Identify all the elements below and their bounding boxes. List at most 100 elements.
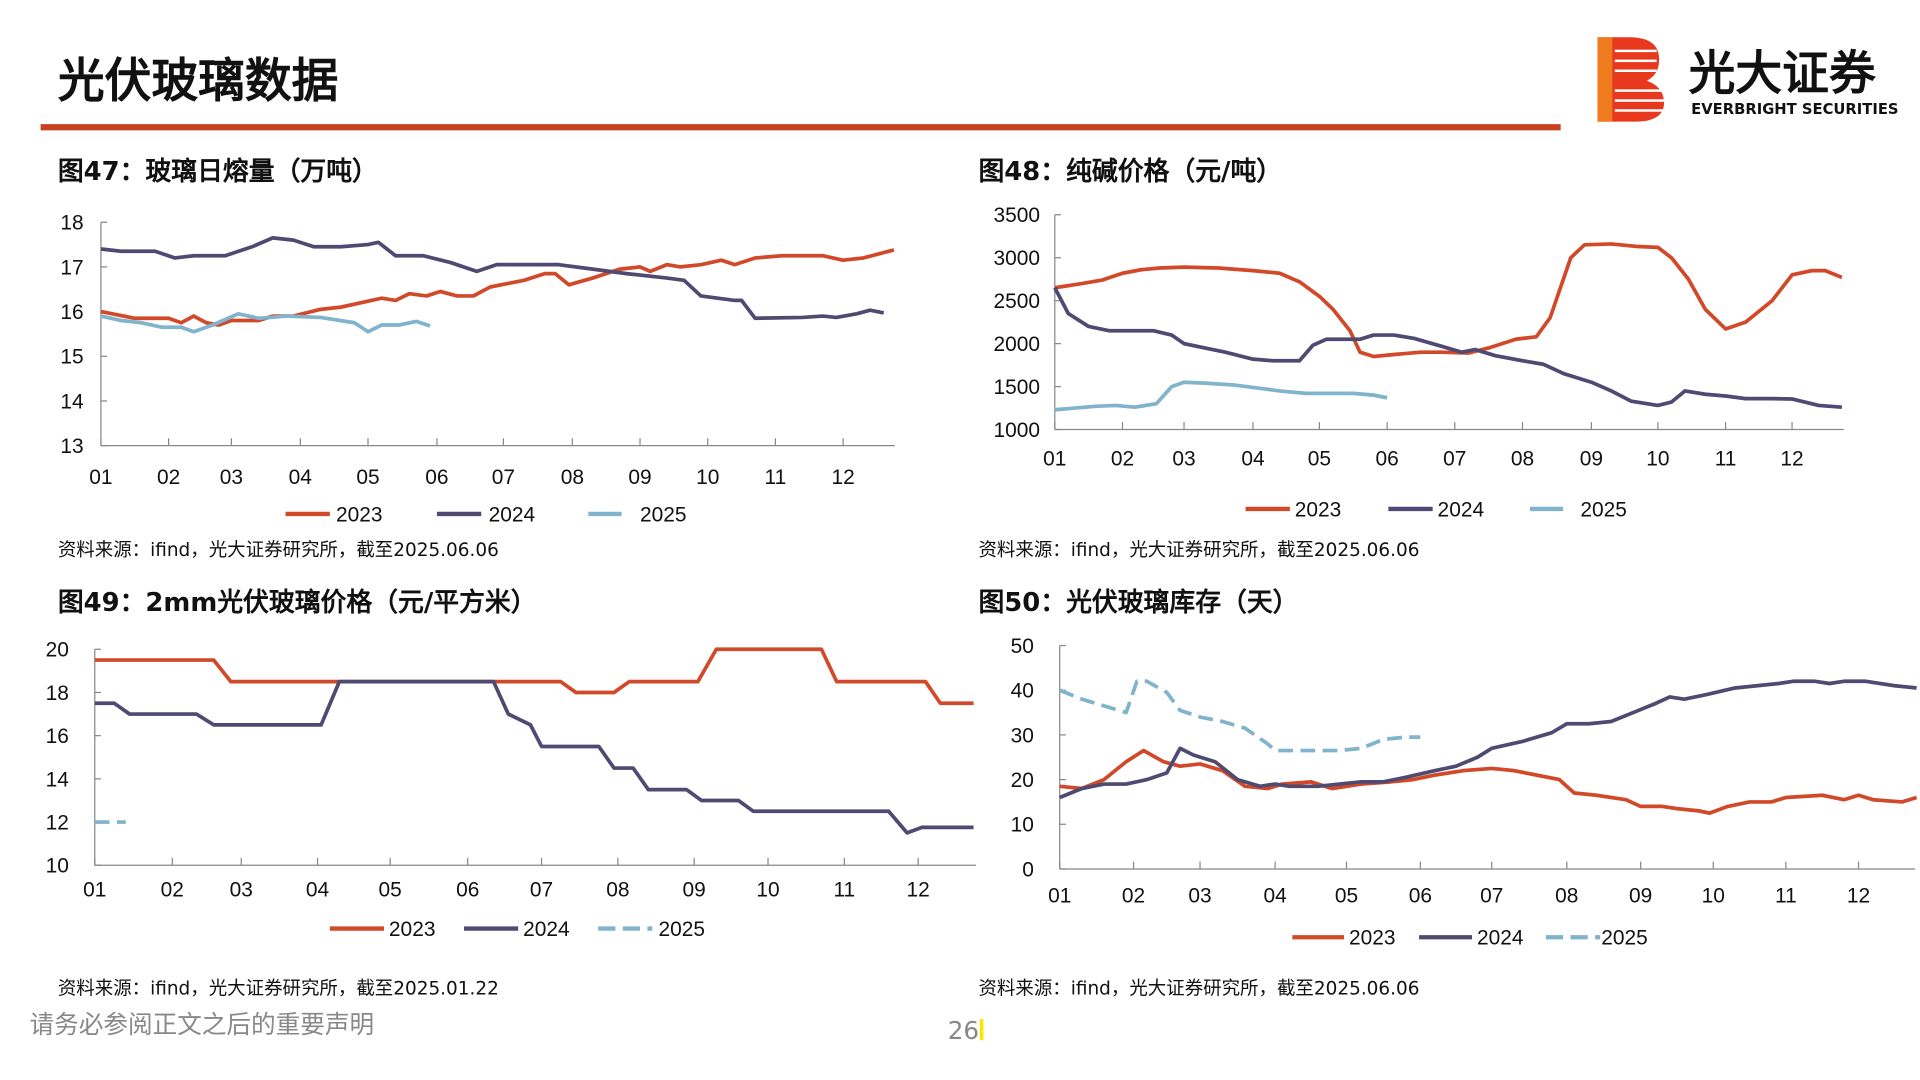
chart-49-title: 图49：2mm光伏玻璃价格（元/平方米） <box>58 587 537 618</box>
x-tick-label: 11 <box>1715 447 1737 470</box>
legend-label-2023: 2023 <box>389 918 436 941</box>
legend-label-2025: 2025 <box>640 503 687 526</box>
series-line-2024 <box>94 679 974 835</box>
y-tick-label: 14 <box>60 390 84 413</box>
x-tick-label: 01 <box>1048 884 1071 907</box>
chart-48-title: 图48：纯碱价格（元/吨） <box>978 156 1282 187</box>
x-tick-label: 08 <box>561 466 584 489</box>
series-line-2025 <box>1059 679 1421 753</box>
logo-mark-icon <box>1597 37 1665 122</box>
series-line-2023 <box>100 248 895 327</box>
everbright-logo: 光大证券 EVERBRIGHT SECURITIES <box>1597 37 1899 122</box>
x-tick-label: 01 <box>83 878 106 901</box>
series-line-2024 <box>1053 286 1843 410</box>
disclaimer: 请务必参阅正文之后的重要声明 <box>30 1010 375 1039</box>
x-tick-label: 12 <box>907 878 930 901</box>
y-tick-label: 1500 <box>994 376 1041 399</box>
y-tick-label: 40 <box>1011 680 1034 703</box>
chart-50: 50 40 30 20 10 0 01 02 03 04 05 06 07 08 09 10 11 12 2023 2… <box>1011 635 1918 950</box>
chart-49: 20 18 16 14 12 10 01 02 03 04 05 06 07 08 09 10 11 12 2023… <box>46 639 977 941</box>
x-tick-label: 07 <box>530 878 553 901</box>
chart-48-source: 资料来源：ifind，光大证券研究所，截至2025.06.06 <box>978 540 1419 561</box>
x-tick-label: 11 <box>765 466 787 489</box>
x-tick-label: 09 <box>683 878 706 901</box>
x-tick-label: 12 <box>1847 884 1870 907</box>
x-tick-label: 10 <box>696 466 719 489</box>
series-line-2024 <box>100 235 885 321</box>
logo-en: EVERBRIGHT SECURITIES <box>1691 101 1898 118</box>
x-tick-label: 01 <box>89 466 112 489</box>
y-tick-label: 13 <box>60 435 83 458</box>
y-tick-label: 18 <box>46 682 69 705</box>
x-tick-label: 01 <box>1043 447 1066 470</box>
logo-cn: 光大证券 <box>1689 46 1877 101</box>
x-tick-label: 05 <box>1335 884 1358 907</box>
page-number: 26 <box>948 1016 979 1045</box>
y-tick-label: 3500 <box>994 204 1041 227</box>
y-tick-label: 20 <box>46 639 69 662</box>
series-line-2023 <box>94 647 974 706</box>
x-tick-label: 05 <box>379 878 402 901</box>
y-tick-label: 50 <box>1011 635 1034 658</box>
y-tick-label: 16 <box>46 725 69 748</box>
y-tick-label: 1000 <box>994 419 1041 442</box>
series-line-2023 <box>1059 748 1918 815</box>
x-tick-label: 05 <box>356 466 379 489</box>
legend-label-2024: 2024 <box>523 918 570 941</box>
series-line-2023 <box>1054 242 1843 359</box>
legend-label-2023: 2023 <box>336 503 383 526</box>
x-tick-label: 06 <box>456 878 479 901</box>
x-tick-label: 04 <box>289 466 313 489</box>
legend-label-2025: 2025 <box>658 918 705 941</box>
x-tick-label: 04 <box>1263 884 1287 907</box>
x-tick-label: 10 <box>1702 884 1725 907</box>
x-tick-label: 02 <box>157 466 180 489</box>
x-tick-label: 02 <box>1122 884 1145 907</box>
series-line-2025 <box>100 311 431 334</box>
x-tick-label: 07 <box>492 466 515 489</box>
x-tick-label: 04 <box>306 878 330 901</box>
legend-label-2024: 2024 <box>1438 498 1485 521</box>
x-tick-label: 03 <box>1172 447 1195 470</box>
x-tick-label: 03 <box>1188 884 1211 907</box>
page-title: 光伏玻璃数据 <box>58 54 339 109</box>
x-tick-label: 04 <box>1241 447 1265 470</box>
legend-label-2024: 2024 <box>489 503 536 526</box>
chart-47-source: 资料来源：ifind，光大证券研究所，截至2025.06.06 <box>58 540 499 561</box>
y-tick-label: 3000 <box>994 247 1041 270</box>
y-tick-label: 17 <box>60 256 83 279</box>
x-tick-label: 07 <box>1480 884 1503 907</box>
x-tick-label: 02 <box>161 878 184 901</box>
chart-50-source: 资料来源：ifind，光大证券研究所，截至2025.06.06 <box>978 978 1419 999</box>
x-tick-label: 08 <box>1555 884 1578 907</box>
legend-label-2023: 2023 <box>1349 927 1396 950</box>
y-tick-label: 12 <box>46 811 69 834</box>
chart-49-source: 资料来源：ifind，光大证券研究所，截至2025.01.22 <box>58 978 499 999</box>
x-tick-label: 06 <box>425 466 448 489</box>
y-tick-label: 14 <box>46 768 70 791</box>
chart-47: 18 17 16 15 14 13 01 02 03 04 05 06 07 08 09 10 11 12 2023… <box>60 212 895 526</box>
page-marker <box>979 1019 984 1041</box>
x-tick-label: 11 <box>1775 884 1797 907</box>
x-tick-label: 03 <box>220 466 243 489</box>
title-underline <box>40 124 1561 131</box>
x-tick-label: 05 <box>1308 447 1331 470</box>
x-tick-label: 10 <box>1646 447 1669 470</box>
x-tick-label: 02 <box>1111 447 1134 470</box>
x-tick-label: 08 <box>606 878 629 901</box>
y-tick-label: 30 <box>1011 724 1034 747</box>
series-line-2025 <box>1054 380 1388 412</box>
x-tick-label: 08 <box>1511 447 1534 470</box>
y-tick-label: 0 <box>1022 858 1034 881</box>
x-tick-label: 11 <box>833 878 855 901</box>
x-tick-label: 03 <box>230 878 253 901</box>
x-tick-label: 12 <box>831 466 854 489</box>
y-tick-label: 16 <box>60 301 83 324</box>
y-tick-label: 2500 <box>994 290 1041 313</box>
x-tick-label: 12 <box>1780 447 1803 470</box>
x-tick-label: 07 <box>1443 447 1466 470</box>
legend-label-2025: 2025 <box>1601 927 1648 950</box>
